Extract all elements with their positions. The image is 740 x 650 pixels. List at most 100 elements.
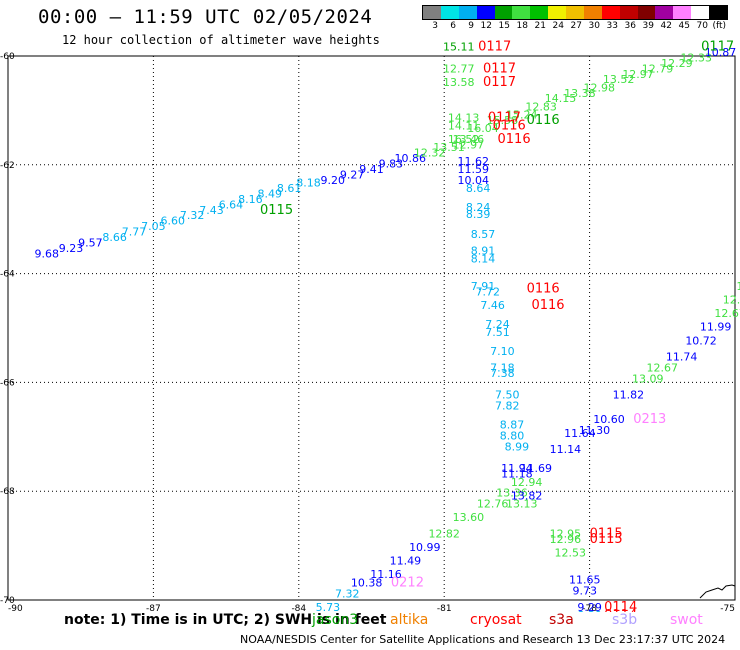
colorbar-label: 12 [480,21,492,31]
swh-value: 11.49 [390,555,422,568]
swh-value: 7.91 [471,280,496,293]
swh-value: 12.33 [680,51,712,64]
swh-value: 12.98 [584,81,616,94]
pass-time-label: 0116 [531,298,564,313]
colorbar-label: 27 [570,21,582,31]
swh-value: 7.43 [199,204,224,217]
swh-value: 12.76 [477,498,509,511]
pass-labels: 0117011701170117011601160116011701150116… [260,40,734,612]
swh-value: 10.72 [685,334,717,347]
y-tick-label: -64 [0,270,15,280]
swh-value: 7.24 [485,318,510,331]
swh-value: 14.15 [545,92,577,105]
swh-value: 7.32 [180,209,205,222]
satellite-legend-cryosat: cryosat [470,612,522,628]
swh-value: 13.38 [564,87,596,100]
swh-value: 9.27 [340,168,365,181]
pass-time-label: 0117 [478,40,511,55]
swh-value: 11.62 [458,155,490,168]
colorbar-label: 36 [624,21,636,31]
pass-time-label: 0116 [527,113,560,128]
colorbar-label: 39 [642,21,654,31]
pass-time-label: 0213 [633,412,666,427]
swh-value: 8.64 [466,182,491,195]
swh-value: 7.18 [490,362,515,375]
colorbar-labels: 3 6 9 12 15 18 21 24 27 30 33 36 39 42 45 70 (ft) [422,21,728,33]
colorbar-swatch [583,6,602,19]
swh-value: 11.64 [564,427,596,440]
swh-value: 12.67 [714,307,740,320]
y-tick-label: -60 [0,52,15,62]
colorbar-swatch [637,6,656,19]
swh-value: 11.99 [700,321,732,334]
colorbar-swatch [566,6,584,19]
swh-value: 9.29 [577,601,602,612]
swh-value: 12.82 [428,527,460,540]
swh-value: 8.18 [296,177,321,190]
swh-value: 13.51 [433,141,465,154]
swh-value: 12.32 [414,147,446,160]
colorbar-label: (ft) [712,21,726,31]
colorbar-label: 21 [534,21,546,31]
pass-time-label: 0116 [498,132,531,147]
colorbar-swatch [619,6,638,19]
swh-value: 10.04 [458,174,490,187]
swh-value: 15.11 [443,41,475,54]
note-legend: note: 1) Time is in UTC; 2) SWH is in fe… [0,612,740,630]
swh-value: 11.74 [666,351,698,364]
swh-value: 12.67 [647,362,679,375]
swh-value: 1 [736,280,740,293]
swh-value: 11.69 [521,462,553,475]
satellite-legend-altika: altika [390,612,429,628]
swh-value: 6.64 [219,198,244,211]
swh-value: 12.29 [661,57,693,70]
swh-value: 8.16 [238,193,263,206]
x-tick-label: -90 [8,604,23,612]
swh-values: 9.68 9.239.57 8.667.777.056.607.327.436.64… [35,41,740,612]
swh-value: 8.80 [500,430,525,443]
colorbar-label: 18 [516,21,528,31]
swh-value: 8.57 [471,228,496,241]
pass-time-label: 0114 [604,608,637,612]
colorbar-label: 70 [696,21,708,31]
y-tick-label: -68 [0,487,15,497]
colorbar-swatch [655,6,674,19]
coastline-segment [699,584,736,599]
note-text: note: 1) Time is in UTC; 2) SWH is in fe… [64,612,387,628]
swh-value: 10.86 [395,152,427,165]
swh-value: 12.83 [525,100,557,113]
swh-value: 9.73 [573,585,598,598]
pass-time-label: 0117 [701,40,734,55]
axis-ticks: -90 -87 -84 -81 -78 -75 -60 -62 -64 -66 -68 -70 [0,52,735,612]
coastline [699,584,736,599]
satellite-legend-s3a: s3a [549,612,574,628]
colorbar-swatch [423,6,441,19]
swh-value: 10.60 [593,413,625,426]
swh-value: 6.60 [161,215,186,228]
credit-line: NOAA/NESDIS Center for Satellite Applica… [240,633,726,646]
swh-value: 9.68 [35,247,60,260]
wave-height-map: -90 -87 -84 -81 -78 -75 -60 -62 -64 -66 -68 -70 9.6… [0,40,740,612]
swh-value: 13.46 [453,133,485,146]
swh-value: 12.96 [550,533,582,546]
x-tick-label: -75 [720,604,735,612]
swh-value: 13.82 [511,489,543,502]
swh-value: 14.11 [448,119,480,132]
swh-value: 11.59 [458,163,490,176]
swh-value: 15.58 [487,114,519,127]
swh-value: 9.41 [359,163,384,176]
pass-time-label: 0117 [483,75,516,90]
x-tick-label: -81 [437,604,452,612]
pass-time-label: 0212 [391,575,424,590]
colorbar-swatch [601,6,620,19]
swh-value: 11.14 [550,443,582,456]
swh-value: 16.04 [467,122,499,135]
swh-value: 8.61 [277,182,302,195]
swh-value: 12.9 [723,294,740,307]
x-tick-label: -84 [291,604,306,612]
swh-value: 7.72 [476,285,501,298]
swh-value: 9.57 [78,236,103,249]
colorbar-swatch [494,6,513,19]
swh-value: 7.05 [141,220,166,233]
satellite-legend-jason3: jason3 [312,612,359,628]
